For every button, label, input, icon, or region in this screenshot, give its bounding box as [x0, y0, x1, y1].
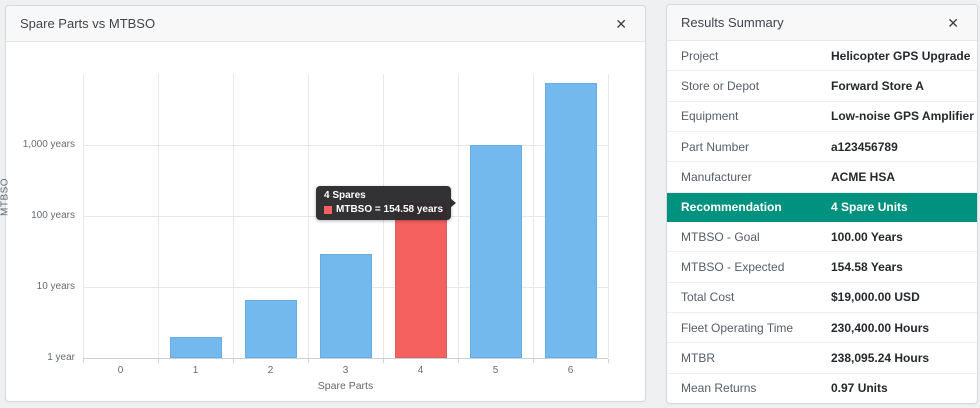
row-label: Mean Returns	[681, 381, 757, 396]
summary-row: Store or Depot Forward Store A	[667, 71, 977, 102]
bar[interactable]	[469, 144, 522, 358]
x-tick-label: 0	[117, 365, 124, 376]
chart-panel: Spare Parts vs MTBSO ✕ MTBSO 1 year 10 ye…	[0, 5, 646, 402]
x-gridline	[533, 74, 534, 358]
bar[interactable]	[169, 337, 222, 358]
bar-highlighted[interactable]	[394, 202, 447, 358]
summary-panel-header: Results Summary ✕	[667, 5, 977, 41]
row-label: Manufacturer	[681, 169, 752, 184]
x-axis-tick	[158, 359, 159, 363]
y-gridline	[83, 145, 608, 146]
x-tick-label: 5	[492, 365, 499, 376]
summary-row: Mean Returns 0.97 Units	[667, 374, 977, 403]
row-value: ACME HSA	[831, 169, 896, 184]
x-tick-label: 3	[342, 365, 349, 376]
x-gridline	[233, 74, 234, 358]
bar[interactable]	[319, 254, 372, 358]
row-value: $19,000.00 USD	[831, 290, 920, 305]
row-label: Total Cost	[681, 290, 735, 305]
summary-row: Project Helicopter GPS Upgrade	[667, 41, 977, 72]
row-value: 4 Spare Units	[831, 200, 908, 215]
summary-row: Manufacturer ACME HSA	[667, 162, 977, 193]
y-tick-label: 1,000 years	[22, 139, 75, 150]
tooltip-value: MTBSO = 154.58 years	[336, 204, 444, 215]
row-value: Low-noise GPS Amplifier	[831, 109, 974, 124]
row-value: 238,095.24 Hours	[831, 350, 930, 365]
x-gridline	[308, 74, 309, 358]
row-label: Fleet Operating Time	[681, 320, 794, 335]
row-label: Part Number	[681, 139, 750, 154]
x-axis-tick	[83, 359, 84, 363]
summary-row: Total Cost $19,000.00 USD	[667, 283, 977, 313]
y-tick-label: 100 years	[31, 210, 75, 221]
x-axis-tick	[233, 359, 234, 363]
tooltip-series-swatch	[324, 205, 332, 214]
summary-row: MTBSO - Goal 100.00 Years	[667, 222, 977, 253]
x-gridline	[158, 74, 159, 358]
x-axis-tick	[308, 359, 309, 363]
summary-row: Equipment Low-noise GPS Amplifier	[667, 102, 977, 132]
x-gridline	[458, 74, 459, 358]
row-value: Forward Store A	[831, 78, 924, 93]
x-axis-tick	[458, 359, 459, 363]
summary-table: Project Helicopter GPS Upgrade Store or De…	[667, 41, 977, 403]
x-tick-label: 1	[192, 365, 199, 376]
x-gridline	[83, 74, 84, 358]
row-value: Helicopter GPS Upgrade	[831, 48, 971, 63]
summary-row: MTBSO - Expected 154.58 Years	[667, 252, 977, 283]
chart-area: MTBSO 1 year 10 years 100 years 1,000 years…	[0, 42, 645, 402]
chart-panel-header: Spare Parts vs MTBSO ✕	[6, 6, 645, 42]
row-label: MTBR	[681, 350, 715, 365]
tooltip-title: 4 Spares	[324, 190, 366, 201]
plot-area: 1 year 10 years 100 years 1,000 years 0 1 2 3 4 5…	[23, 74, 609, 376]
x-axis-title: Spare Parts	[317, 380, 374, 392]
x-gridline	[608, 74, 609, 358]
row-label: MTBSO - Expected	[681, 259, 785, 274]
row-value: 154.58 Years	[831, 259, 903, 274]
row-label: Store or Depot	[681, 78, 760, 93]
summary-row: MTBR 238,095.24 Hours	[667, 343, 977, 374]
row-label: MTBSO - Goal	[681, 229, 760, 244]
x-axis-tick	[533, 359, 534, 363]
summary-row: Fleet Operating Time 230,400.00 Hours	[667, 313, 977, 344]
row-label: Project	[681, 48, 719, 63]
row-value: 0.97 Units	[831, 381, 888, 396]
x-tick-label: 6	[567, 365, 574, 376]
y-tick-label: 1 year	[47, 352, 75, 363]
bar[interactable]	[544, 83, 597, 358]
row-label: Equipment	[681, 109, 739, 124]
x-tick-label: 2	[267, 365, 274, 376]
summary-row-highlighted: Recommendation 4 Spare Units	[667, 192, 977, 222]
row-label: Recommendation	[681, 200, 782, 215]
summary-row: Part Number a123456789	[667, 132, 977, 163]
chart-close-icon[interactable]: ✕	[611, 15, 631, 33]
x-axis-tick	[383, 359, 384, 363]
chart-panel-title: Spare Parts vs MTBSO	[20, 16, 156, 31]
row-value: 100.00 Years	[831, 229, 903, 244]
x-tick-label: 4	[417, 365, 424, 376]
summary-close-icon[interactable]: ✕	[943, 14, 963, 32]
row-value: a123456789	[831, 139, 898, 154]
y-tick-label: 10 years	[36, 281, 75, 292]
results-summary-panel: Results Summary ✕ Project Helicopter GPS …	[666, 4, 978, 404]
x-axis-tick	[608, 359, 609, 363]
bar[interactable]	[244, 299, 297, 358]
row-value: 230,400.00 Hours	[831, 320, 930, 335]
chart-tooltip: 4 Spares MTBSO = 154.58 years	[316, 186, 457, 220]
summary-panel-title: Results Summary	[681, 15, 784, 30]
